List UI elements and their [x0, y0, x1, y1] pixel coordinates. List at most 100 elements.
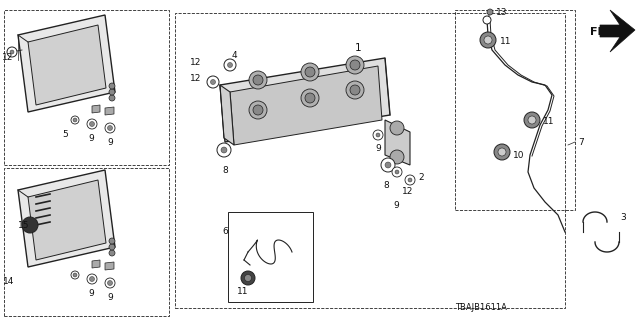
- Circle shape: [301, 89, 319, 107]
- Polygon shape: [18, 170, 115, 267]
- Circle shape: [524, 112, 540, 128]
- Circle shape: [253, 105, 263, 115]
- Circle shape: [392, 167, 402, 177]
- Circle shape: [244, 275, 252, 282]
- Circle shape: [227, 62, 232, 68]
- Circle shape: [301, 63, 319, 81]
- Text: 8: 8: [383, 180, 388, 189]
- Circle shape: [305, 67, 315, 77]
- Circle shape: [249, 101, 267, 119]
- Circle shape: [87, 274, 97, 284]
- Polygon shape: [18, 15, 115, 112]
- Text: 3: 3: [620, 213, 626, 222]
- Circle shape: [498, 148, 506, 156]
- Circle shape: [373, 130, 383, 140]
- Circle shape: [350, 85, 360, 95]
- Circle shape: [10, 50, 14, 54]
- Circle shape: [109, 238, 115, 244]
- Circle shape: [350, 60, 360, 70]
- Circle shape: [305, 93, 315, 103]
- Text: 2: 2: [418, 172, 424, 181]
- Polygon shape: [220, 85, 234, 145]
- Circle shape: [71, 116, 79, 124]
- Circle shape: [385, 162, 391, 168]
- Circle shape: [108, 125, 113, 131]
- Text: 12: 12: [190, 74, 202, 83]
- Circle shape: [528, 116, 536, 124]
- Circle shape: [108, 281, 113, 285]
- Polygon shape: [28, 180, 106, 260]
- Circle shape: [390, 150, 404, 164]
- Circle shape: [73, 273, 77, 277]
- Circle shape: [109, 244, 115, 250]
- Bar: [175, 13, 565, 308]
- Text: 7: 7: [578, 138, 584, 147]
- Text: 14: 14: [3, 277, 14, 286]
- Text: 15: 15: [18, 220, 29, 229]
- Polygon shape: [105, 262, 114, 270]
- Circle shape: [90, 276, 95, 282]
- Circle shape: [109, 250, 115, 256]
- Circle shape: [22, 217, 38, 233]
- Circle shape: [90, 122, 95, 126]
- Text: 1: 1: [355, 43, 362, 53]
- Text: 9: 9: [393, 202, 399, 211]
- Polygon shape: [220, 58, 390, 142]
- Circle shape: [109, 95, 115, 101]
- Circle shape: [7, 47, 17, 57]
- Text: 4: 4: [232, 51, 237, 60]
- Polygon shape: [230, 66, 382, 145]
- Circle shape: [483, 16, 491, 24]
- Polygon shape: [105, 107, 114, 115]
- Circle shape: [109, 83, 115, 89]
- Text: 9: 9: [375, 143, 381, 153]
- Bar: [4, 10, 169, 165]
- Text: FR.: FR.: [590, 27, 611, 37]
- Circle shape: [87, 119, 97, 129]
- Circle shape: [253, 75, 263, 85]
- Circle shape: [346, 81, 364, 99]
- Bar: [228, 212, 313, 302]
- Circle shape: [71, 271, 79, 279]
- Circle shape: [390, 121, 404, 135]
- Circle shape: [221, 147, 227, 153]
- Circle shape: [207, 76, 219, 88]
- Circle shape: [249, 71, 267, 89]
- Polygon shape: [385, 120, 410, 165]
- Circle shape: [105, 123, 115, 133]
- Text: 10: 10: [513, 150, 525, 159]
- Circle shape: [211, 79, 216, 84]
- Circle shape: [494, 144, 510, 160]
- Circle shape: [224, 59, 236, 71]
- Text: 11: 11: [500, 36, 511, 45]
- Text: 5: 5: [62, 130, 68, 139]
- Text: 13: 13: [496, 7, 508, 17]
- Circle shape: [217, 143, 231, 157]
- Text: 9: 9: [107, 138, 113, 147]
- Text: 12: 12: [402, 188, 413, 196]
- Circle shape: [376, 133, 380, 137]
- Circle shape: [408, 178, 412, 182]
- Circle shape: [105, 278, 115, 288]
- Polygon shape: [600, 10, 635, 52]
- Bar: [4, 168, 169, 316]
- Text: 12: 12: [190, 58, 202, 67]
- Polygon shape: [92, 105, 100, 113]
- Circle shape: [405, 175, 415, 185]
- Circle shape: [109, 89, 115, 95]
- Circle shape: [381, 158, 395, 172]
- Bar: [455, 10, 575, 210]
- Polygon shape: [28, 25, 106, 105]
- Text: 8: 8: [222, 165, 228, 174]
- Text: TBAJB1611A: TBAJB1611A: [455, 303, 507, 313]
- Text: 9: 9: [88, 290, 93, 299]
- Circle shape: [484, 36, 492, 44]
- Circle shape: [241, 271, 255, 285]
- Polygon shape: [92, 260, 100, 268]
- Text: 9: 9: [88, 133, 93, 142]
- Circle shape: [487, 9, 493, 15]
- Text: 6: 6: [222, 228, 228, 236]
- Text: 9: 9: [107, 293, 113, 302]
- Circle shape: [73, 118, 77, 122]
- Circle shape: [480, 32, 496, 48]
